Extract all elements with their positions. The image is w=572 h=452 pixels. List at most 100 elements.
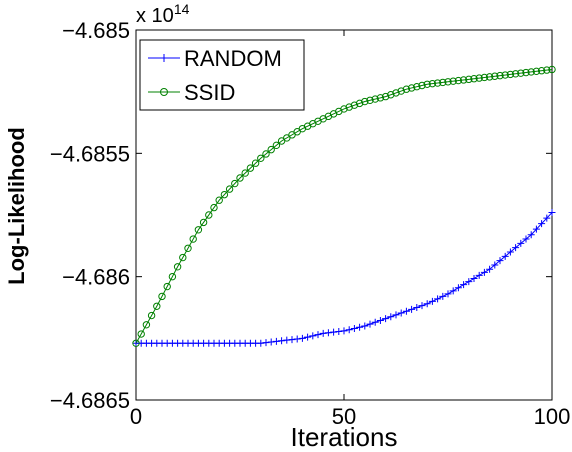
data-point-random bbox=[501, 252, 509, 260]
data-point-ssid bbox=[392, 89, 400, 97]
data-point-ssid bbox=[199, 218, 208, 227]
data-point-random bbox=[345, 326, 353, 334]
data-point-random bbox=[283, 336, 291, 344]
data-point-random bbox=[496, 257, 504, 265]
data-point-random bbox=[444, 290, 452, 298]
data-point-ssid bbox=[163, 282, 171, 291]
data-point-ssid bbox=[387, 91, 395, 99]
data-point-ssid bbox=[184, 244, 192, 253]
legend-box bbox=[139, 39, 305, 111]
data-point-ssid bbox=[376, 94, 385, 102]
data-point-ssid bbox=[205, 211, 213, 219]
data-point-ssid bbox=[173, 263, 182, 271]
data-point-ssid bbox=[428, 79, 437, 88]
data-point-ssid bbox=[506, 70, 515, 79]
data-point-ssid bbox=[262, 150, 270, 158]
data-point-ssid bbox=[257, 154, 265, 162]
data-point-random bbox=[475, 271, 483, 279]
data-point-random bbox=[408, 305, 416, 313]
data-point-ssid bbox=[361, 97, 369, 106]
data-point-ssid bbox=[241, 169, 249, 177]
legend: RANDOM SSID bbox=[139, 39, 305, 111]
exponent-label: x 1014 bbox=[136, 1, 190, 27]
data-point-random bbox=[522, 235, 530, 243]
y-tick-label: −4.6865 bbox=[50, 388, 130, 413]
data-point-ssid bbox=[350, 101, 359, 109]
data-point-ssid bbox=[236, 174, 244, 182]
data-point-random bbox=[480, 268, 488, 276]
data-point-random bbox=[413, 304, 421, 311]
data-point-ssid bbox=[413, 83, 421, 91]
data-point-ssid bbox=[215, 196, 223, 204]
data-point-ssid bbox=[423, 80, 431, 88]
series-layer bbox=[132, 65, 556, 347]
data-point-ssid bbox=[231, 179, 239, 188]
data-point-ssid bbox=[491, 72, 499, 80]
data-point-random bbox=[491, 261, 499, 269]
data-point-random bbox=[293, 335, 301, 343]
x-tick-label: 0 bbox=[130, 404, 142, 429]
data-point-ssid bbox=[345, 103, 353, 111]
y-tick-label: −4.6855 bbox=[50, 141, 130, 166]
data-point-ssid bbox=[480, 73, 489, 82]
data-point-random bbox=[340, 327, 348, 335]
data-point-random bbox=[272, 337, 280, 345]
data-point-random bbox=[532, 225, 540, 233]
data-point-random bbox=[257, 339, 265, 347]
data-point-random bbox=[288, 336, 296, 344]
data-point-random bbox=[527, 231, 535, 239]
data-point-random bbox=[434, 295, 442, 303]
y-tick-label: −4.686 bbox=[62, 265, 130, 290]
data-point-random bbox=[538, 220, 546, 228]
data-point-ssid bbox=[543, 66, 551, 74]
data-point-ssid bbox=[210, 203, 218, 212]
data-point-ssid bbox=[220, 190, 229, 199]
data-point-ssid bbox=[532, 67, 541, 76]
data-point-ssid bbox=[251, 159, 260, 167]
data-point-ssid bbox=[537, 67, 546, 75]
data-point-random bbox=[470, 275, 478, 283]
data-point-ssid bbox=[444, 78, 452, 86]
data-point-ssid bbox=[132, 339, 140, 347]
data-point-ssid bbox=[433, 79, 442, 87]
data-point-ssid bbox=[517, 69, 525, 77]
data-point-ssid bbox=[340, 105, 348, 113]
data-point-random bbox=[361, 322, 369, 330]
data-point-random bbox=[506, 248, 514, 256]
data-point-random bbox=[402, 307, 410, 315]
y-tick-label: −4.685 bbox=[62, 18, 130, 43]
data-point-ssid bbox=[485, 73, 494, 81]
data-point-ssid bbox=[459, 76, 468, 84]
data-point-ssid bbox=[470, 75, 478, 83]
data-point-ssid bbox=[548, 65, 556, 74]
data-point-ssid bbox=[496, 71, 504, 80]
y-axis-label: Log-Likelihood bbox=[4, 127, 29, 285]
data-point-random bbox=[319, 329, 327, 337]
data-point-ssid bbox=[465, 75, 473, 84]
data-point-ssid bbox=[267, 145, 275, 154]
data-point-ssid bbox=[418, 81, 426, 90]
data-point-random bbox=[439, 292, 447, 300]
data-point-random bbox=[512, 244, 520, 252]
legend-marker-ssid bbox=[160, 88, 168, 96]
data-point-ssid bbox=[147, 311, 156, 320]
data-point-random bbox=[350, 324, 358, 332]
legend-label-ssid: SSID bbox=[184, 80, 235, 105]
data-point-random bbox=[486, 265, 494, 273]
data-point-ssid bbox=[397, 87, 405, 95]
data-point-ssid bbox=[371, 95, 379, 103]
data-point-random bbox=[543, 214, 551, 222]
data-point-random bbox=[387, 313, 395, 321]
data-point-random bbox=[262, 339, 270, 347]
data-point-random bbox=[418, 302, 426, 310]
data-point-random bbox=[397, 309, 405, 317]
data-point-random bbox=[330, 328, 338, 336]
data-point-ssid bbox=[475, 74, 483, 82]
data-point-ssid bbox=[142, 321, 151, 329]
data-point-random bbox=[382, 315, 390, 323]
data-point-ssid bbox=[153, 302, 161, 310]
data-point-ssid bbox=[168, 272, 177, 281]
data-point-ssid bbox=[366, 96, 374, 105]
data-point-ssid bbox=[511, 70, 520, 78]
